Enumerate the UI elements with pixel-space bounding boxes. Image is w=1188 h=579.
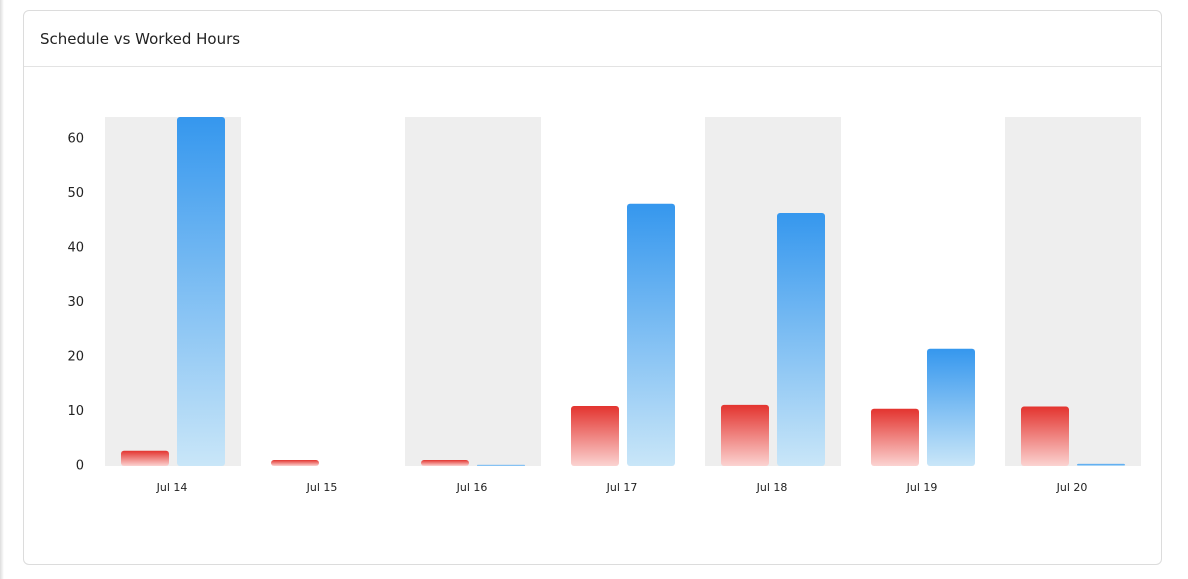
bar xyxy=(571,406,619,466)
x-tick-label: Jul 14 xyxy=(156,481,188,494)
bar xyxy=(477,464,525,466)
y-tick-label: 0 xyxy=(76,459,84,474)
y-tick-label: 10 xyxy=(67,404,84,419)
x-tick-label: Jul 19 xyxy=(906,481,938,494)
x-tick-label: Jul 20 xyxy=(1056,481,1088,494)
y-tick-label: 50 xyxy=(67,186,84,201)
bar xyxy=(777,212,825,466)
y-tick-label: 40 xyxy=(67,240,84,255)
bar xyxy=(627,203,675,466)
bar xyxy=(121,450,169,466)
y-tick-label: 60 xyxy=(67,131,84,146)
bar xyxy=(1077,463,1125,466)
x-tick-label: Jul 15 xyxy=(306,481,338,494)
bar xyxy=(271,460,319,466)
bar xyxy=(721,404,769,466)
x-tick-label: Jul 17 xyxy=(606,481,638,494)
y-tick-label: 20 xyxy=(67,349,84,364)
card: Schedule vs Worked Hours xyxy=(23,10,1162,565)
x-tick-label: Jul 16 xyxy=(456,481,488,494)
bar xyxy=(1021,406,1069,466)
bar xyxy=(421,460,469,466)
window-edge xyxy=(0,0,4,579)
bar xyxy=(871,408,919,466)
card-title: Schedule vs Worked Hours xyxy=(24,11,1161,67)
x-tick-label: Jul 18 xyxy=(756,481,788,494)
y-tick-label: 30 xyxy=(67,295,84,310)
bar xyxy=(927,348,975,466)
band-shade xyxy=(405,117,541,466)
bar xyxy=(177,117,225,466)
